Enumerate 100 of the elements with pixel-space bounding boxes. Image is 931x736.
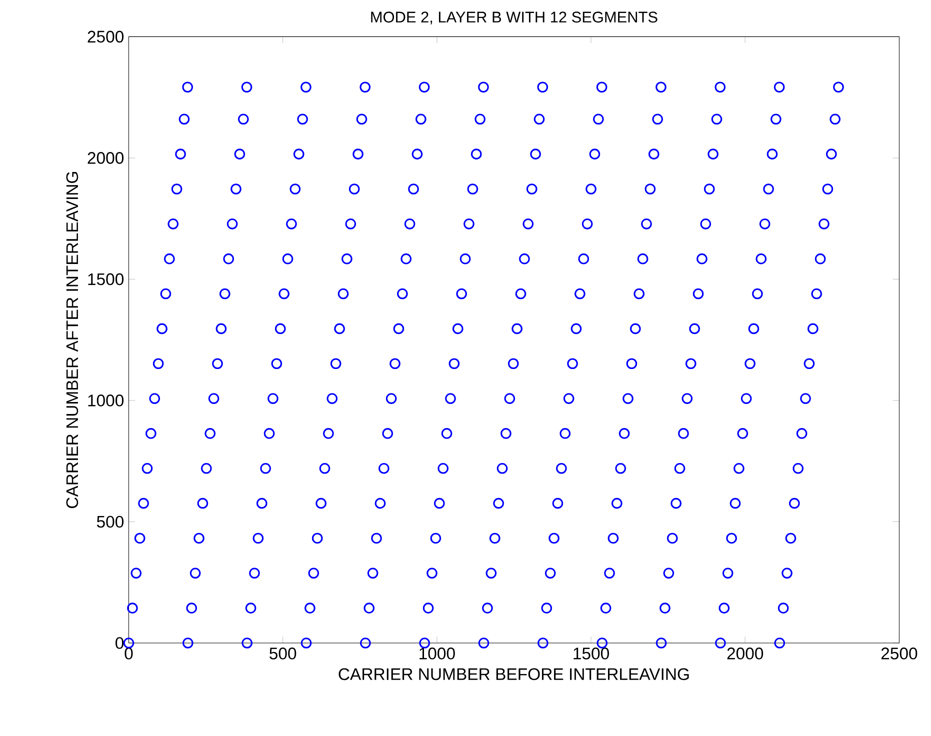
point bbox=[560, 428, 571, 440]
point bbox=[390, 358, 400, 370]
point bbox=[752, 288, 763, 300]
point bbox=[556, 463, 567, 474]
point bbox=[364, 602, 375, 614]
point bbox=[297, 114, 308, 125]
point bbox=[467, 184, 478, 195]
point bbox=[589, 148, 600, 160]
point bbox=[782, 568, 792, 579]
point bbox=[666, 532, 678, 544]
y-tick-label: 2500 bbox=[88, 30, 124, 43]
point bbox=[489, 532, 500, 544]
point bbox=[238, 114, 249, 125]
point bbox=[830, 114, 841, 125]
point bbox=[826, 148, 837, 160]
point bbox=[212, 358, 223, 370]
point bbox=[371, 532, 382, 544]
point bbox=[426, 568, 438, 579]
point bbox=[774, 638, 786, 649]
point bbox=[530, 148, 541, 160]
point bbox=[300, 82, 312, 93]
point bbox=[740, 393, 752, 404]
point bbox=[352, 148, 364, 160]
point bbox=[326, 393, 338, 404]
point bbox=[778, 602, 789, 614]
point bbox=[182, 638, 194, 649]
point bbox=[197, 498, 208, 509]
x-tick-label: 0 bbox=[124, 648, 133, 660]
point bbox=[430, 532, 442, 544]
point bbox=[537, 82, 548, 93]
point bbox=[274, 323, 286, 334]
point bbox=[785, 532, 796, 544]
y-axis-title: CARRIER NUMBER AFTER INTERLEAVING bbox=[66, 172, 78, 508]
point bbox=[500, 428, 512, 440]
point bbox=[604, 568, 615, 579]
point bbox=[134, 532, 146, 544]
point bbox=[756, 254, 767, 264]
point bbox=[804, 358, 815, 370]
point bbox=[538, 638, 548, 649]
point bbox=[186, 602, 198, 614]
point bbox=[534, 114, 545, 125]
point bbox=[818, 218, 830, 230]
point bbox=[293, 148, 304, 160]
point bbox=[737, 428, 748, 440]
point bbox=[264, 428, 275, 440]
point bbox=[522, 218, 534, 230]
point bbox=[796, 428, 808, 440]
point bbox=[348, 184, 360, 195]
point bbox=[400, 254, 412, 264]
point bbox=[493, 498, 504, 509]
x-axis-title: CARRIER NUMBER BEFORE INTERLEAVING bbox=[338, 668, 689, 680]
point bbox=[578, 254, 590, 264]
point bbox=[422, 602, 434, 614]
point bbox=[374, 498, 386, 509]
point bbox=[418, 82, 430, 93]
point bbox=[160, 288, 172, 300]
point bbox=[241, 82, 252, 93]
y-tick-label: 1500 bbox=[88, 273, 124, 286]
point bbox=[152, 358, 164, 370]
point bbox=[146, 428, 156, 440]
point bbox=[360, 82, 371, 93]
point bbox=[685, 358, 696, 370]
point bbox=[541, 602, 552, 614]
point bbox=[470, 148, 482, 160]
point bbox=[312, 532, 323, 544]
point bbox=[271, 358, 282, 370]
x-tick-label: 2500 bbox=[881, 648, 918, 660]
point bbox=[382, 428, 394, 440]
point bbox=[308, 568, 320, 579]
x-tick-label: 500 bbox=[270, 648, 296, 660]
point bbox=[330, 358, 342, 370]
point bbox=[763, 184, 774, 195]
point bbox=[644, 184, 656, 195]
point bbox=[526, 184, 538, 195]
point bbox=[641, 218, 652, 230]
point bbox=[464, 218, 474, 230]
point bbox=[323, 428, 334, 440]
point bbox=[696, 254, 708, 264]
point bbox=[356, 114, 368, 125]
point bbox=[486, 568, 497, 579]
y-tick-label: 1000 bbox=[88, 394, 124, 407]
point bbox=[519, 254, 530, 264]
point bbox=[127, 602, 138, 614]
point bbox=[415, 114, 426, 125]
point bbox=[563, 393, 574, 404]
point bbox=[200, 463, 212, 474]
point bbox=[482, 602, 493, 614]
point bbox=[182, 82, 194, 93]
point bbox=[208, 393, 220, 404]
point bbox=[412, 148, 423, 160]
point bbox=[704, 184, 715, 195]
point bbox=[611, 498, 622, 509]
point bbox=[319, 463, 330, 474]
y-tick-label: 2000 bbox=[88, 152, 124, 164]
point bbox=[652, 114, 663, 125]
point bbox=[448, 358, 460, 370]
point bbox=[600, 602, 612, 614]
point bbox=[268, 393, 278, 404]
point bbox=[622, 393, 634, 404]
point bbox=[190, 568, 201, 579]
